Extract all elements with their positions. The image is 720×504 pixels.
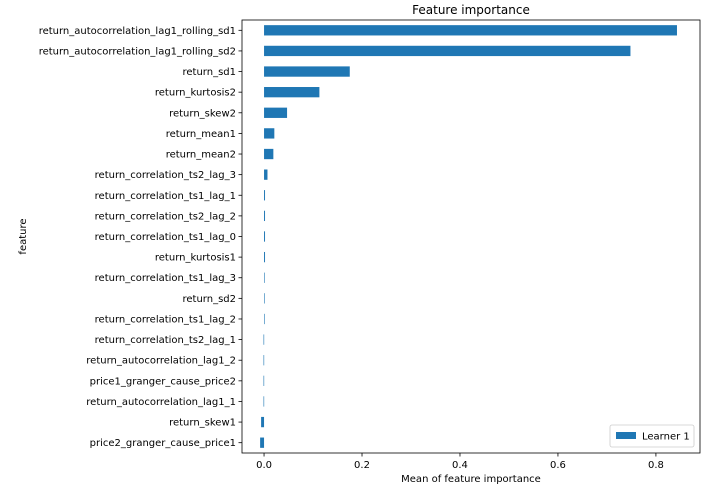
y-tick-label: price1_granger_cause_price2 xyxy=(90,376,236,387)
chart-title: Feature importance xyxy=(412,3,530,17)
legend-box xyxy=(609,424,695,448)
y-tick-label: return_sd2 xyxy=(183,294,237,305)
bar-return_autocorrelation_lag1_rolling_sd2 xyxy=(264,45,631,57)
bar-return_skew1 xyxy=(261,416,265,428)
y-tick-label: return_correlation_ts1_lag_2 xyxy=(95,314,236,325)
y-tick-label: return_kurtosis2 xyxy=(155,88,236,99)
bar-return_correlation_ts2_lag_1 xyxy=(263,334,265,345)
y-tick-label: return_correlation_ts1_lag_3 xyxy=(95,273,236,284)
y-tick-label: return_autocorrelation_lag1_1 xyxy=(86,397,236,408)
bar-return_sd2 xyxy=(264,293,265,304)
bar-return_autocorrelation_lag1_1 xyxy=(263,396,265,407)
bar-return_skew2 xyxy=(264,107,288,118)
legend-label: Learner 1 xyxy=(642,432,690,443)
plot-frame xyxy=(241,19,701,454)
x-tick-label: 0.0 xyxy=(256,460,272,471)
y-tick-label: return_correlation_ts2_lag_1 xyxy=(95,335,236,346)
y-tick-label: return_autocorrelation_lag1_2 xyxy=(86,356,236,367)
bar-return_mean2 xyxy=(264,148,274,160)
y-tick-label: return_correlation_ts1_lag_1 xyxy=(95,191,236,202)
bar-return_autocorrelation_lag1_rolling_sd1 xyxy=(264,25,677,36)
x-tick-label: 0.4 xyxy=(452,460,468,471)
bar-return_mean1 xyxy=(264,128,275,139)
bar-return_autocorrelation_lag1_2 xyxy=(263,355,265,366)
bar-return_correlation_ts1_lag_3 xyxy=(264,272,265,283)
legend-swatch xyxy=(616,432,636,439)
legend: Learner 1 xyxy=(609,424,695,448)
y-tick-label: return_correlation_ts1_lag_0 xyxy=(95,232,236,243)
bar-return_sd1 xyxy=(264,66,350,77)
bar-return_correlation_ts1_lag_2 xyxy=(264,313,265,325)
y-tick-label: return_kurtosis1 xyxy=(155,253,236,264)
y-axis-label: feature xyxy=(18,218,29,254)
y-tick-label: return_correlation_ts2_lag_2 xyxy=(95,211,236,222)
bar-return_correlation_ts1_lag_1 xyxy=(264,190,266,201)
x-tick-label: 0.6 xyxy=(550,460,566,471)
y-tick-label: return_autocorrelation_lag1_rolling_sd2 xyxy=(39,46,236,57)
y-ticks-group: return_autocorrelation_lag1_rolling_sd1r… xyxy=(39,26,242,449)
bar-return_correlation_ts1_lag_0 xyxy=(264,231,266,242)
y-tick-label: return_autocorrelation_lag1_rolling_sd1 xyxy=(39,26,236,37)
y-tick-label: price2_granger_cause_price1 xyxy=(90,438,236,449)
y-tick-label: return_correlation_ts2_lag_3 xyxy=(95,170,236,181)
y-tick-label: return_sd1 xyxy=(183,67,237,78)
bar-price1_granger_cause_price2 xyxy=(263,375,265,386)
y-tick-label: return_mean2 xyxy=(166,150,236,161)
bar-return_correlation_ts2_lag_2 xyxy=(264,210,266,222)
y-tick-label: return_skew1 xyxy=(169,418,236,429)
bar-return_correlation_ts2_lag_3 xyxy=(264,169,268,180)
x-tick-label: 0.8 xyxy=(648,460,664,471)
x-ticks-group: 0.0 0.2 0.4 0.6 0.8 xyxy=(256,453,664,471)
x-axis-label: Mean of feature importance xyxy=(401,474,541,485)
y-tick-label: return_skew2 xyxy=(169,108,236,119)
bar-return_kurtosis2 xyxy=(264,87,320,98)
bars-group xyxy=(260,25,677,448)
bar-price2_granger_cause_price1 xyxy=(260,437,265,448)
bar-return_kurtosis1 xyxy=(264,251,266,263)
x-tick-label: 0.2 xyxy=(354,460,370,471)
y-tick-label: return_mean1 xyxy=(166,129,236,140)
